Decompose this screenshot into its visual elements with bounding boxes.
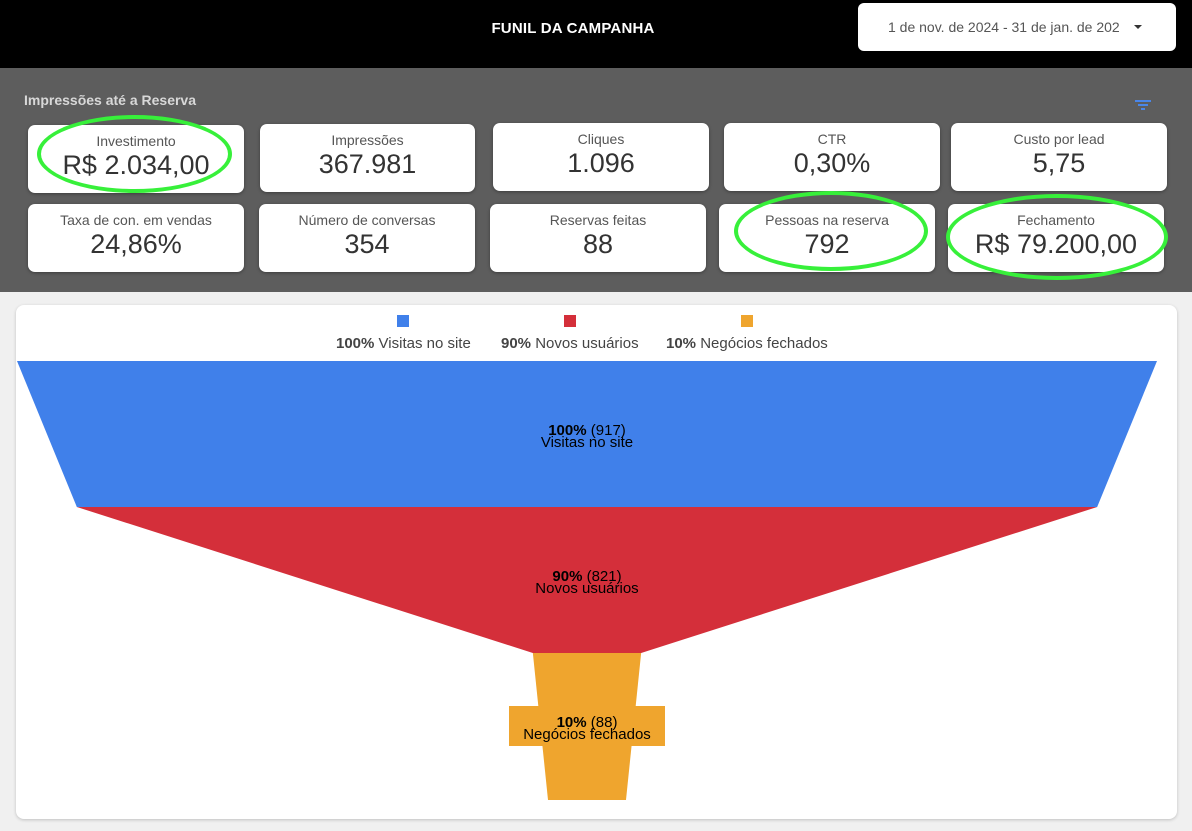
top-bar: FUNIL DA CAMPANHA 1 de nov. de 2024 - 31… <box>0 0 1192 68</box>
funnel-segment-visitas[interactable] <box>17 361 1157 507</box>
legend-item-novos[interactable]: 90% Novos usuários <box>501 312 639 352</box>
kpi-value: 5,75 <box>1032 148 1086 178</box>
kpi-label: Investimento <box>96 133 176 149</box>
kpi-value: 24,86% <box>90 229 182 259</box>
kpi-label: Impressões <box>331 132 404 148</box>
funnel-segment-novos[interactable] <box>76 507 1098 653</box>
kpi-card-ctr: CTR 0,30% <box>724 123 940 191</box>
page-title: FUNIL DA CAMPANHA <box>491 20 655 37</box>
funnel-value-label: 90% (821) <box>552 568 621 585</box>
kpi-card-taxa-conversao: Taxa de con. em vendas 24,86% <box>28 204 244 272</box>
kpi-card-custo-por-lead: Custo por lead 5,75 <box>951 123 1167 191</box>
kpi-card-pessoas-na-reserva: Pessoas na reserva 792 <box>719 204 935 272</box>
legend-swatch <box>740 315 753 327</box>
kpi-label: Custo por lead <box>1013 131 1105 147</box>
kpi-value: R$ 2.034,00 <box>62 150 210 180</box>
caret-down-icon[interactable] <box>1134 25 1142 29</box>
kpi-label: Fechamento <box>1017 212 1095 228</box>
kpi-card-reservas-feitas: Reservas feitas 88 <box>490 204 706 272</box>
legend-label: Visitas no site <box>378 335 471 352</box>
kpi-card-cliques: Cliques 1.096 <box>493 123 709 191</box>
kpi-label: Pessoas na reserva <box>765 212 889 228</box>
funnel-count: (821) <box>582 568 621 585</box>
legend-label: Novos usuários <box>535 335 639 352</box>
filter-icon[interactable] <box>1134 99 1152 111</box>
legend-percent: 100% <box>336 335 375 352</box>
kpi-value: 0,30% <box>793 148 871 178</box>
kpi-card-investimento: Investimento R$ 2.034,00 <box>28 125 244 193</box>
kpi-card-numero-conversas: Número de conversas 354 <box>259 204 475 272</box>
legend-item-negocios[interactable]: 10% Negócios fechados <box>666 312 828 352</box>
funnel-count: (917) <box>587 422 626 439</box>
kpi-card-fechamento: Fechamento R$ 79.200,00 <box>948 204 1164 272</box>
date-range-picker[interactable]: 1 de nov. de 2024 - 31 de jan. de 202 <box>858 3 1176 51</box>
funnel-label-background <box>509 706 665 746</box>
legend-swatch <box>563 315 576 327</box>
funnel-value-label: 10% (88) <box>557 714 618 731</box>
date-range-value: 1 de nov. de 2024 - 31 de jan. de 202 <box>888 19 1120 35</box>
kpi-label: Cliques <box>577 131 625 147</box>
legend-label: Negócios fechados <box>700 335 828 352</box>
kpi-label: Taxa de con. em vendas <box>60 212 212 228</box>
funnel-stage-name: Negócios fechados <box>523 726 651 743</box>
chart-legend: 100% Visitas no site 90% Novos usuários … <box>16 312 1177 356</box>
legend-swatch <box>397 315 410 327</box>
funnel-count: (88) <box>587 714 618 731</box>
kpi-value: 354 <box>344 229 390 259</box>
kpi-value: 88 <box>582 229 614 259</box>
kpi-value: 792 <box>804 229 850 259</box>
kpi-label: CTR <box>817 131 847 147</box>
legend-percent: 10% <box>666 335 697 352</box>
section-title: Impressões até a Reserva <box>24 92 196 108</box>
funnel-percent: 100% <box>548 422 586 439</box>
funnel-stage-name: Visitas no site <box>541 434 633 451</box>
funnel-percent: 90% <box>552 568 582 585</box>
kpi-value: 1.096 <box>567 148 635 178</box>
kpi-value: R$ 79.200,00 <box>974 229 1138 259</box>
legend-percent: 90% <box>501 335 532 352</box>
kpi-label: Reservas feitas <box>549 212 647 228</box>
kpi-card-impressoes: Impressões 367.981 <box>260 124 475 192</box>
kpi-value: 367.981 <box>318 149 417 179</box>
funnel-stage-name: Novos usuários <box>535 580 638 597</box>
funnel-percent: 10% <box>557 714 587 731</box>
legend-item-visitas[interactable]: 100% Visitas no site <box>336 312 471 352</box>
kpi-label: Número de conversas <box>298 212 436 228</box>
funnel-value-label: 100% (917) <box>548 422 626 439</box>
